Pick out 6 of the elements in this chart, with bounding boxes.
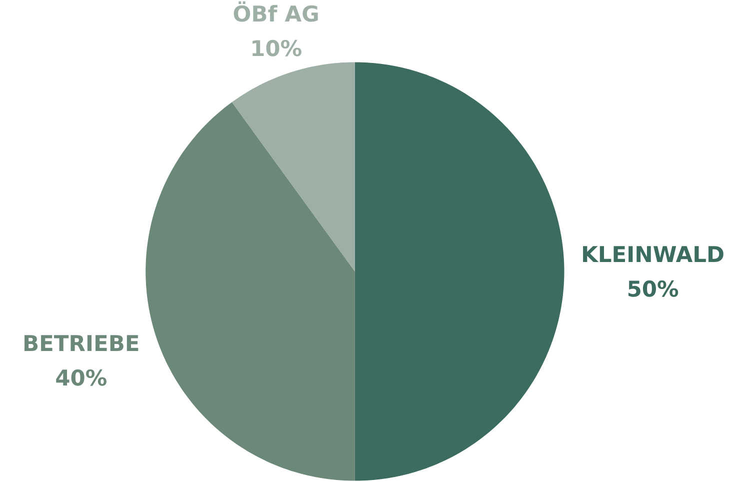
data-label: 10% [252,40,302,56]
slice-label: BETRIEBE [24,335,138,352]
slice-label: ÖBf AG [234,1,318,22]
slice-label: KLEINWALD [583,246,724,262]
data-label: 50% [628,280,678,297]
data-label: 40% [56,369,106,386]
